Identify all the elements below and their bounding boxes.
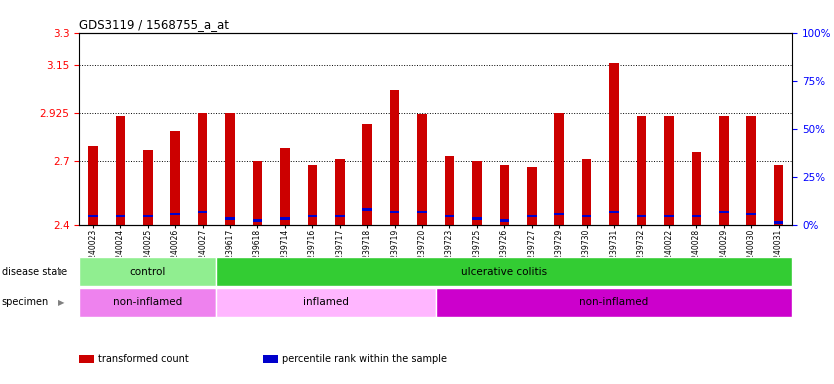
Bar <box>143 215 153 217</box>
Bar <box>774 165 783 225</box>
Bar <box>500 219 509 222</box>
Bar <box>472 161 482 225</box>
Text: specimen: specimen <box>2 297 49 308</box>
Bar <box>225 113 235 225</box>
Bar <box>417 210 427 213</box>
Bar <box>582 215 591 217</box>
Text: disease state: disease state <box>2 266 67 277</box>
Bar <box>472 217 482 220</box>
Bar <box>88 215 98 217</box>
Bar <box>445 156 455 225</box>
Bar <box>664 215 674 217</box>
Bar <box>335 159 344 225</box>
Text: non-inflamed: non-inflamed <box>580 297 649 308</box>
Bar <box>116 215 125 217</box>
Bar <box>636 116 646 225</box>
Bar <box>216 288 435 317</box>
Bar <box>308 165 317 225</box>
Bar <box>774 221 783 224</box>
Bar <box>280 148 289 225</box>
Text: transformed count: transformed count <box>98 354 189 364</box>
Text: GDS3119 / 1568755_a_at: GDS3119 / 1568755_a_at <box>79 18 229 31</box>
Text: percentile rank within the sample: percentile rank within the sample <box>282 354 447 364</box>
Bar <box>308 215 317 217</box>
Bar <box>79 257 216 286</box>
Bar <box>79 288 216 317</box>
Bar <box>335 215 344 217</box>
Text: control: control <box>129 266 166 277</box>
Bar <box>527 167 536 225</box>
Bar <box>216 257 792 286</box>
Bar <box>389 90 399 225</box>
Bar <box>691 215 701 217</box>
Bar <box>280 217 289 220</box>
Bar <box>719 116 729 225</box>
Bar <box>746 116 756 225</box>
Text: non-inflamed: non-inflamed <box>113 297 183 308</box>
Bar <box>719 210 729 213</box>
Bar <box>253 161 263 225</box>
Bar <box>253 219 263 222</box>
Bar <box>555 113 564 225</box>
Bar <box>389 210 399 213</box>
Bar <box>609 63 619 225</box>
Text: ▶: ▶ <box>58 298 64 307</box>
Bar <box>198 113 208 225</box>
Bar <box>143 150 153 225</box>
Bar <box>555 213 564 215</box>
Bar <box>363 124 372 225</box>
Bar <box>170 131 180 225</box>
Bar <box>88 146 98 225</box>
Bar <box>609 210 619 213</box>
Bar <box>435 288 792 317</box>
Bar <box>417 114 427 225</box>
Bar <box>500 165 509 225</box>
Bar <box>636 215 646 217</box>
Bar <box>225 217 235 220</box>
Bar <box>527 215 536 217</box>
Bar <box>445 215 455 217</box>
Bar <box>691 152 701 225</box>
Bar <box>116 116 125 225</box>
Bar <box>746 213 756 215</box>
Text: ulcerative colitis: ulcerative colitis <box>461 266 547 277</box>
Bar <box>664 116 674 225</box>
Bar <box>363 209 372 211</box>
Text: ▶: ▶ <box>58 267 64 276</box>
Bar <box>582 159 591 225</box>
Bar <box>198 210 208 213</box>
Text: inflamed: inflamed <box>303 297 349 308</box>
Bar <box>170 213 180 215</box>
